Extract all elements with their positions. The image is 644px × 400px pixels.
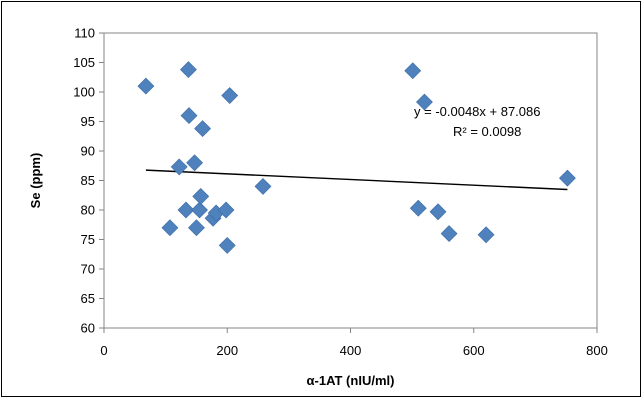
trendline (145, 169, 568, 191)
y-tick-label: 75 (81, 232, 95, 247)
data-point (558, 169, 576, 187)
y-tick-label: 60 (81, 321, 95, 336)
data-point (180, 61, 197, 79)
data-point (177, 201, 195, 219)
data-point (191, 201, 208, 219)
data-point (429, 203, 447, 221)
data-point (217, 201, 235, 219)
plot-area (103, 32, 598, 329)
x-tick-label: 0 (100, 343, 107, 358)
trendline-equation: y = -0.0048x + 87.086 (414, 104, 540, 119)
y-tick-label: 110 (74, 26, 95, 41)
y-axis-ticks: 60 65 70 75 80 85 90 95 100 105 110 (73, 26, 104, 336)
y-tick-label: 105 (73, 55, 95, 70)
y-tick-label: 100 (73, 85, 95, 100)
data-point (180, 107, 198, 125)
data-point (254, 177, 272, 195)
data-point (409, 199, 427, 217)
y-tick-label: 80 (81, 203, 95, 218)
trendline-r-squared: R² = 0.0098 (453, 124, 521, 139)
data-point (137, 77, 155, 95)
x-tick-label: 400 (340, 343, 362, 358)
trendline-group (145, 169, 568, 191)
x-tick-label: 200 (216, 343, 238, 358)
x-axis-label: α-1AT (nIU/ml) (307, 373, 395, 388)
data-point (221, 87, 239, 104)
data-point (186, 154, 204, 172)
plot-border (103, 32, 598, 329)
data-point (440, 225, 458, 243)
data-points (137, 61, 576, 254)
data-point (192, 188, 210, 205)
data-point (416, 93, 433, 111)
data-point (188, 219, 205, 237)
y-tick-label: 85 (81, 173, 95, 188)
data-point (477, 226, 495, 244)
x-axis-ticks: 0 200 400 600 800 (100, 328, 608, 358)
x-tick-label: 600 (463, 343, 485, 358)
y-tick-label: 95 (81, 114, 95, 129)
y-tick-label: 70 (81, 262, 95, 277)
data-point (194, 120, 212, 138)
x-tick-label: 800 (586, 343, 608, 358)
data-point (218, 236, 236, 254)
y-tick-label: 65 (81, 291, 95, 306)
data-point (170, 158, 188, 176)
y-axis-label: Se (ppm) (28, 153, 43, 209)
data-point (404, 62, 422, 80)
data-point (161, 219, 179, 237)
y-tick-label: 90 (81, 144, 95, 159)
